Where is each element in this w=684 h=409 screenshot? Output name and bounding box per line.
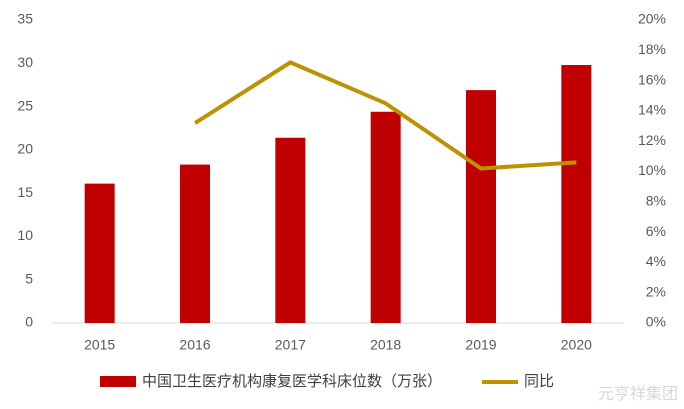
y2-tick-label: 14% xyxy=(638,102,666,118)
x-tick-label: 2020 xyxy=(561,337,592,353)
x-tick-label: 2016 xyxy=(179,337,210,353)
y2-tick-label: 10% xyxy=(638,162,666,178)
y-tick-label: 25 xyxy=(17,97,33,113)
x-tick-label: 2017 xyxy=(275,337,306,353)
bar xyxy=(275,137,306,323)
y2-tick-label: 16% xyxy=(638,71,666,87)
legend-swatch xyxy=(100,376,136,387)
y2-tick-label: 2% xyxy=(646,283,666,299)
bar xyxy=(561,65,592,323)
bar xyxy=(180,164,210,323)
y2-tick-label: 12% xyxy=(638,132,666,148)
y-tick-label: 5 xyxy=(25,270,33,286)
x-tick-label: 2019 xyxy=(465,337,496,353)
watermark: 元亨祥集团 xyxy=(598,385,678,403)
x-tick-label: 2018 xyxy=(370,337,401,353)
y2-tick-label: 0% xyxy=(646,314,666,330)
y-tick-label: 15 xyxy=(17,184,33,200)
bar xyxy=(84,183,115,323)
y2-tick-label: 8% xyxy=(646,193,666,209)
legend-label: 同比 xyxy=(524,373,554,390)
bar xyxy=(466,90,496,323)
line xyxy=(193,60,577,171)
x-tick-label: 2015 xyxy=(84,337,115,353)
y-tick-label: 30 xyxy=(17,54,33,70)
legend-label: 中国卫生医疗机构康复医学科床位数（万张） xyxy=(142,372,442,390)
y-tick-label: 0 xyxy=(25,314,33,330)
y2-tick-label: 18% xyxy=(638,41,666,57)
y-tick-label: 35 xyxy=(17,11,33,27)
y2-tick-label: 4% xyxy=(646,253,666,269)
bar xyxy=(370,111,401,323)
y-tick-label: 20 xyxy=(17,141,33,157)
y-tick-label: 10 xyxy=(17,227,33,243)
y2-tick-label: 6% xyxy=(646,223,666,239)
y2-tick-label: 20% xyxy=(638,11,666,27)
